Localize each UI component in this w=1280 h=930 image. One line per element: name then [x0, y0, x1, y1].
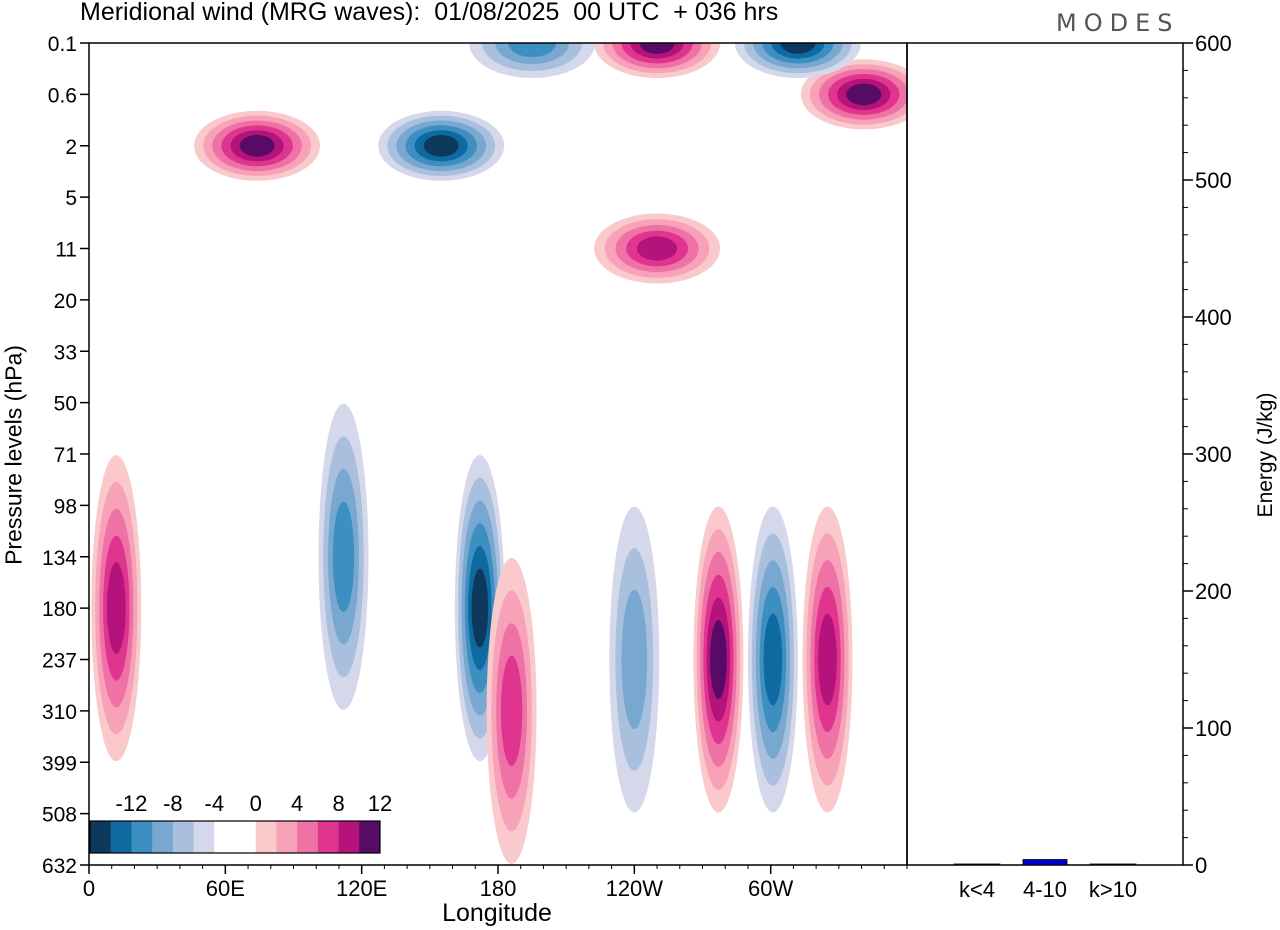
y-tick-label-9: 98: [54, 495, 77, 518]
colorbar-swatch-2: [131, 821, 153, 853]
x-tick-label-1: 60E: [206, 876, 245, 901]
contour-2-2: [621, 589, 648, 730]
y-tick-label-14: 399: [42, 752, 77, 775]
y-tick-label-10: 134: [42, 547, 77, 570]
y-tick-label-3: 5: [65, 187, 77, 210]
contour-4-4: [763, 613, 783, 706]
contour-0-5: [471, 568, 489, 648]
colorbar-swatch-0: [90, 821, 112, 853]
x-tick-label-3: 180: [480, 876, 517, 901]
contour-7-3: [332, 501, 355, 612]
colorbar-swatch-3: [152, 821, 174, 853]
colorbar-label-0: -12: [116, 791, 148, 816]
y-tick-label-15: 508: [42, 804, 77, 827]
contour-3-5: [710, 620, 727, 699]
colorbar-label-4: 4: [291, 791, 303, 816]
contour-8-5: [423, 135, 459, 157]
x-tick-label-2: 120E: [336, 876, 387, 901]
y-tick-label-13: 310: [42, 701, 77, 724]
colorbar-swatch-9: [276, 821, 298, 853]
energy-bars: k<4 4-10 k>10: [953, 859, 1137, 902]
energy-category-label-1: 4-10: [1023, 877, 1067, 902]
contour-5-4: [818, 613, 837, 706]
colorbar-label-5: 8: [332, 791, 344, 816]
contour-9-5: [239, 135, 275, 157]
colorbar-label-3: 0: [250, 791, 262, 816]
y-tick-label-2: 2: [65, 136, 77, 159]
y-tick-label-5: 20: [54, 290, 77, 313]
y-tick-label-1: 0.6: [48, 84, 77, 107]
y-tick-label-4: 11: [55, 239, 77, 262]
energy-bar-1: [1022, 859, 1068, 866]
colorbar-swatch-11: [317, 821, 339, 853]
colorbar-swatch-6: [214, 821, 236, 853]
energy-tick-label-6: 600: [1195, 31, 1232, 56]
contour-10-5: [846, 83, 882, 106]
y-tick-label-11: 180: [42, 598, 77, 621]
y-tick-label-8: 71: [54, 444, 77, 467]
chart-title: Meridional wind (MRG waves): 01/08/2025 …: [80, 0, 779, 26]
energy-tick-label-0: 0: [1195, 853, 1207, 878]
y-tick-label-0: 0.1: [48, 33, 77, 56]
energy-tick-label-1: 100: [1195, 716, 1232, 741]
x-axis-label: Longitude: [442, 899, 552, 927]
heatmap-field: [91, 43, 907, 864]
energy-bar-0: [953, 863, 1001, 866]
colorbar-label-2: -4: [205, 791, 225, 816]
energy-tick-label-2: 200: [1195, 579, 1232, 604]
colorbar-swatch-10: [297, 821, 319, 853]
contour-13-4: [637, 236, 678, 261]
heatmap-axes: 0 60E 120E 180 120W 60W 0.1 0.6 2 5 11 20 33 50 71 98 13…: [42, 33, 908, 901]
y-tick-label-7: 50: [54, 393, 77, 416]
colorbar-swatch-8: [255, 821, 277, 853]
contour-11-5: [780, 43, 816, 54]
x-tick-label-5: 60W: [748, 876, 793, 901]
colorbar-swatch-12: [338, 821, 360, 853]
colorbar-swatch-5: [193, 821, 215, 853]
energy-axes: 0 100 200 300 400 500 600: [1183, 31, 1232, 878]
contour-1-3: [500, 655, 523, 767]
colorbar-swatch-1: [110, 821, 132, 853]
colorbar-frame: [89, 820, 381, 854]
y-tick-label-12: 237: [42, 650, 77, 673]
colorbar-label-6: 12: [368, 791, 392, 816]
contour-14-3: [508, 43, 556, 58]
colorbar-label-1: -8: [163, 791, 183, 816]
energy-category-label-2: k>10: [1089, 877, 1137, 902]
y-tick-label-6: 33: [54, 341, 77, 364]
colorbar-swatch-4: [172, 821, 194, 853]
colorbar-swatch-13: [359, 821, 381, 853]
energy-tick-label-3: 300: [1195, 442, 1232, 467]
energy-category-label-0: k<4: [959, 877, 995, 902]
contour-12-5: [639, 43, 675, 54]
x-tick-label-0: 0: [83, 876, 95, 901]
colorbar-swatch-7: [235, 821, 257, 853]
colorbar: -12 -8 -4 0 4 8 12: [89, 791, 392, 854]
energy-tick-label-4: 400: [1195, 305, 1232, 330]
x-tick-label-4: 120W: [606, 876, 664, 901]
energy-frame: [906, 42, 1184, 866]
modes-logo: MODES: [1056, 9, 1180, 37]
contour-6-4: [107, 562, 126, 654]
energy-tick-label-5: 500: [1195, 168, 1232, 193]
energy-bar-2: [1089, 863, 1137, 866]
y-tick-label-16: 632: [42, 855, 77, 878]
